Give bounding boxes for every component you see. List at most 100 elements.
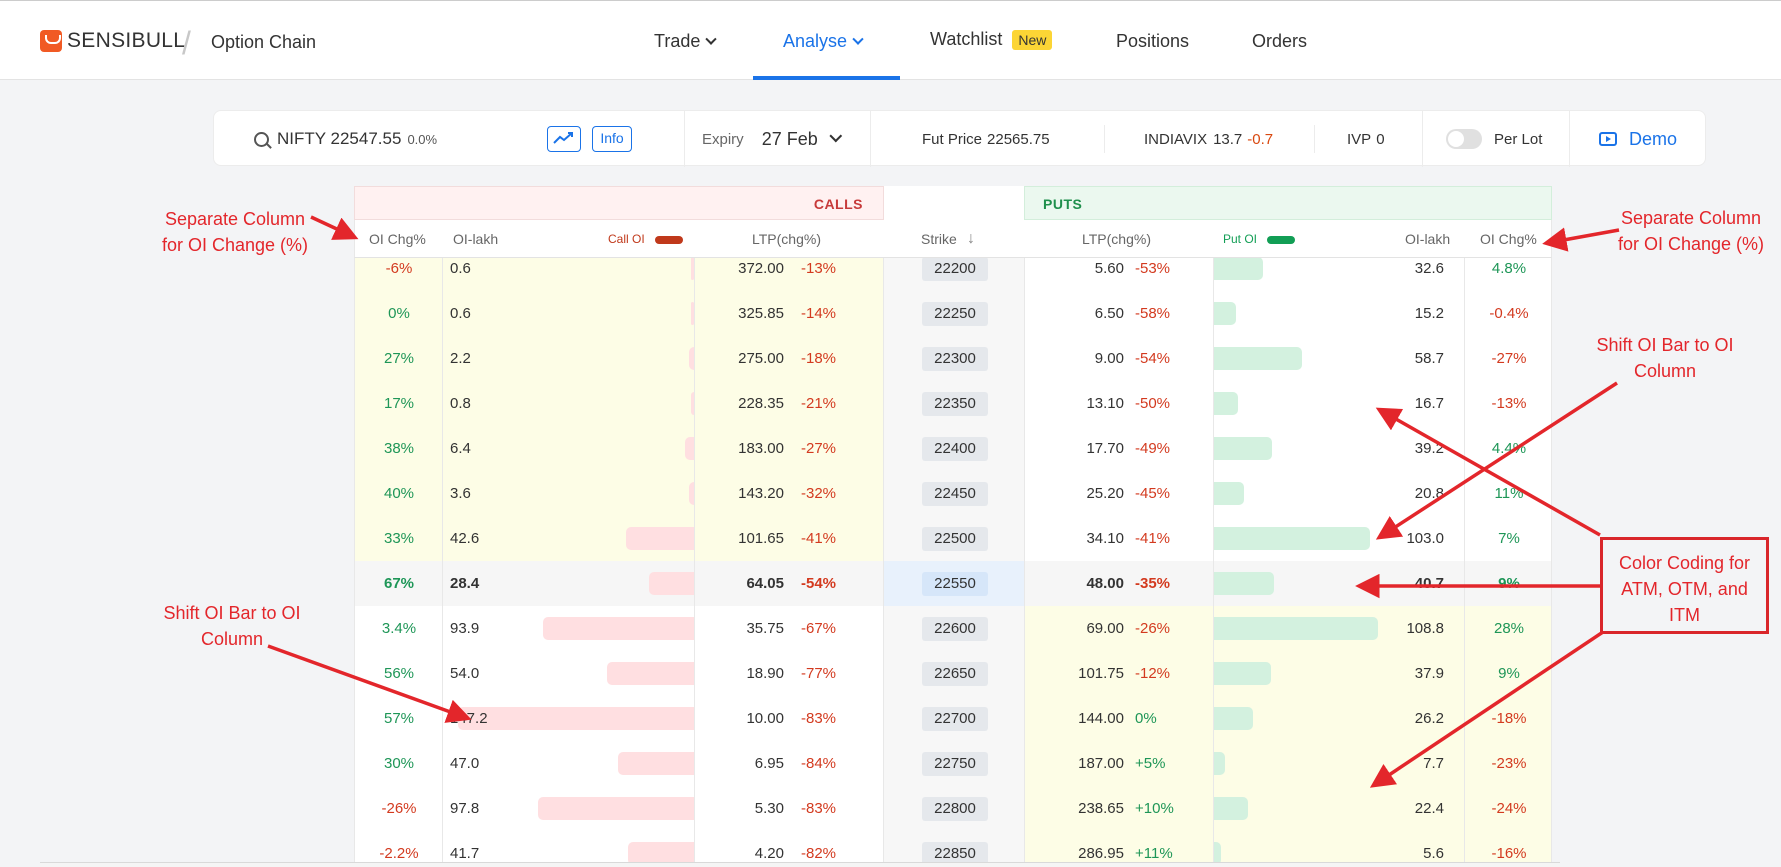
put-oi-bar — [1213, 797, 1248, 820]
horizontal-scrollbar[interactable] — [40, 862, 1560, 867]
column-divider — [1551, 831, 1552, 867]
header-put-oi-chg[interactable]: OI Chg% — [1480, 231, 1537, 247]
call-ltp-chg: -67% — [801, 620, 837, 637]
header-call-ltp[interactable]: LTP(chg%) — [752, 231, 821, 247]
put-oi-bar — [1213, 347, 1302, 370]
header-call-oi-chg[interactable]: OI Chg% — [369, 231, 426, 247]
column-divider — [883, 426, 884, 471]
strike-price[interactable]: 22750 — [922, 752, 988, 776]
play-video-icon — [1599, 132, 1617, 146]
column-divider — [883, 696, 884, 741]
put-oi-bar — [1213, 437, 1272, 460]
strike-price[interactable]: 22450 — [922, 482, 988, 506]
expiry-select[interactable]: Expiry 27 Feb — [702, 111, 842, 167]
column-divider — [1551, 258, 1552, 291]
nav-analyse[interactable]: Analyse — [783, 31, 864, 52]
sort-arrow-down-icon[interactable]: ↓ — [967, 230, 975, 247]
call-oi-chg: 0% — [388, 305, 410, 322]
column-divider — [1551, 786, 1552, 831]
strike-price[interactable]: 22300 — [922, 347, 988, 371]
symbol-search[interactable]: NIFTY 22547.55 0.0% — [254, 111, 437, 167]
strike-price[interactable]: 22200 — [922, 258, 988, 281]
column-divider — [694, 561, 695, 606]
strike-price[interactable]: 22550 — [922, 572, 988, 596]
vix-label: INDIAVIX — [1144, 130, 1208, 148]
option-chain-rows: -6% 0.6 372.00 -13% 5.60 -53% 32.6 4.8% 22200 0% 0… — [354, 258, 1552, 867]
column-divider — [1024, 426, 1025, 471]
nav-positions[interactable]: Positions — [1116, 31, 1189, 52]
put-oi-lakh: 108.8 — [1406, 620, 1444, 637]
put-oi-bar — [1213, 572, 1274, 595]
put-oi-chg: 11% — [1494, 485, 1524, 502]
table-row[interactable]: 17% 0.8 228.35 -21% 13.10 -50% 16.7 -13% 22350 — [354, 381, 1552, 426]
call-oi-chg: 56% — [383, 665, 415, 682]
new-badge: New — [1012, 29, 1053, 50]
table-row[interactable]: 0% 0.6 325.85 -14% 6.50 -58% 15.2 -0.4% 22250 — [354, 291, 1552, 336]
put-ltp-chg: +10% — [1135, 800, 1174, 817]
column-divider — [1464, 471, 1465, 516]
header-call-oi-lakh[interactable]: OI-lakh — [453, 231, 499, 247]
table-row[interactable]: 67% 28.4 64.05 -54% 48.00 -35% 40.7 9% 22550 — [354, 561, 1552, 606]
table-row[interactable]: 57% 147.2 10.00 -83% 144.00 0% 26.2 -18% 22700 — [354, 696, 1552, 741]
nav-trade[interactable]: Trade — [654, 31, 718, 52]
column-divider — [442, 291, 443, 336]
column-divider — [1551, 606, 1552, 651]
call-ltp: 64.05 — [746, 575, 784, 592]
header-put-oi-lakh[interactable]: OI-lakh — [1405, 231, 1451, 247]
table-row[interactable]: -26% 97.8 5.30 -83% 238.65 +10% 22.4 -24% 22800 — [354, 786, 1552, 831]
call-ltp-chg: -77% — [801, 665, 837, 682]
table-row[interactable]: 56% 54.0 18.90 -77% 101.75 -12% 37.9 9% 22650 — [354, 651, 1552, 696]
table-row[interactable]: 3.4% 93.9 35.75 -67% 69.00 -26% 108.8 28% 22600 — [354, 606, 1552, 651]
put-oi-lakh: 20.8 — [1414, 485, 1444, 502]
column-divider — [1024, 561, 1025, 606]
column-divider — [1024, 336, 1025, 381]
put-oi-lakh: 22.4 — [1414, 800, 1444, 817]
sensibull-logo[interactable]: SENSIBULL — [40, 29, 185, 53]
put-ltp-chg: -12% — [1135, 665, 1171, 682]
strike-price[interactable]: 22600 — [922, 617, 988, 641]
put-oi-lakh: 103.0 — [1406, 530, 1444, 547]
call-oi-chg: 67% — [383, 575, 415, 592]
option-chain-toolbar: NIFTY 22547.55 0.0% Info Expiry 27 Feb F… — [213, 110, 1706, 167]
strike-price[interactable]: 22250 — [922, 302, 988, 326]
header-put-ltp[interactable]: LTP(chg%) — [1082, 231, 1151, 247]
column-divider — [1464, 336, 1465, 381]
table-row[interactable]: 40% 3.6 143.20 -32% 25.20 -45% 20.8 11% 22450 — [354, 471, 1552, 516]
call-ltp: 372.00 — [738, 260, 784, 277]
column-divider — [1213, 516, 1214, 561]
put-oi-chg: -13% — [1491, 395, 1527, 412]
per-lot-toggle[interactable]: Per Lot — [1446, 111, 1542, 167]
strike-price[interactable]: 22800 — [922, 797, 988, 821]
nav-watchlist[interactable]: Watchlist New — [930, 29, 1053, 50]
divider — [1569, 111, 1570, 167]
strike-price[interactable]: 22650 — [922, 662, 988, 686]
column-divider — [694, 426, 695, 471]
strike-price[interactable]: 22400 — [922, 437, 988, 461]
column-divider — [1551, 741, 1552, 786]
table-row[interactable]: -2.2% 41.7 4.20 -82% 286.95 +11% 5.6 -16% 22850 — [354, 831, 1552, 867]
toggle-switch[interactable] — [1446, 129, 1482, 149]
table-row[interactable]: -6% 0.6 372.00 -13% 5.60 -53% 32.6 4.8% 22200 — [354, 258, 1552, 291]
strike-price[interactable]: 22500 — [922, 527, 988, 551]
table-row[interactable]: 33% 42.6 101.65 -41% 34.10 -41% 103.0 7% 22500 — [354, 516, 1552, 561]
strike-price[interactable]: 22700 — [922, 707, 988, 731]
demo-button[interactable]: Demo — [1599, 111, 1677, 167]
chart-button[interactable] — [547, 126, 581, 152]
expiry-label: Expiry — [702, 130, 744, 148]
info-button[interactable]: Info — [592, 126, 632, 152]
annotation-right-separate-column: Separate Column for OI Change (%) — [1617, 208, 1765, 254]
put-oi-lakh: 15.2 — [1414, 305, 1444, 322]
table-row[interactable]: 27% 2.2 275.00 -18% 9.00 -54% 58.7 -27% 22300 — [354, 336, 1552, 381]
strike-price[interactable]: 22350 — [922, 392, 988, 416]
table-row[interactable]: 38% 6.4 183.00 -27% 17.70 -49% 39.2 4.4% 22400 — [354, 426, 1552, 471]
put-oi-lakh: 58.7 — [1414, 350, 1444, 367]
search-icon — [254, 131, 269, 147]
header-strike[interactable]: Strike — [921, 231, 957, 247]
table-row[interactable]: 30% 47.0 6.95 -84% 187.00 +5% 7.7 -23% 22750 — [354, 741, 1552, 786]
call-ltp: 101.65 — [738, 530, 784, 547]
column-divider — [883, 651, 884, 696]
put-ltp-chg: -49% — [1135, 440, 1171, 457]
nav-orders[interactable]: Orders — [1252, 31, 1307, 52]
column-divider — [1464, 516, 1465, 561]
put-ltp-chg: -53% — [1135, 260, 1171, 277]
